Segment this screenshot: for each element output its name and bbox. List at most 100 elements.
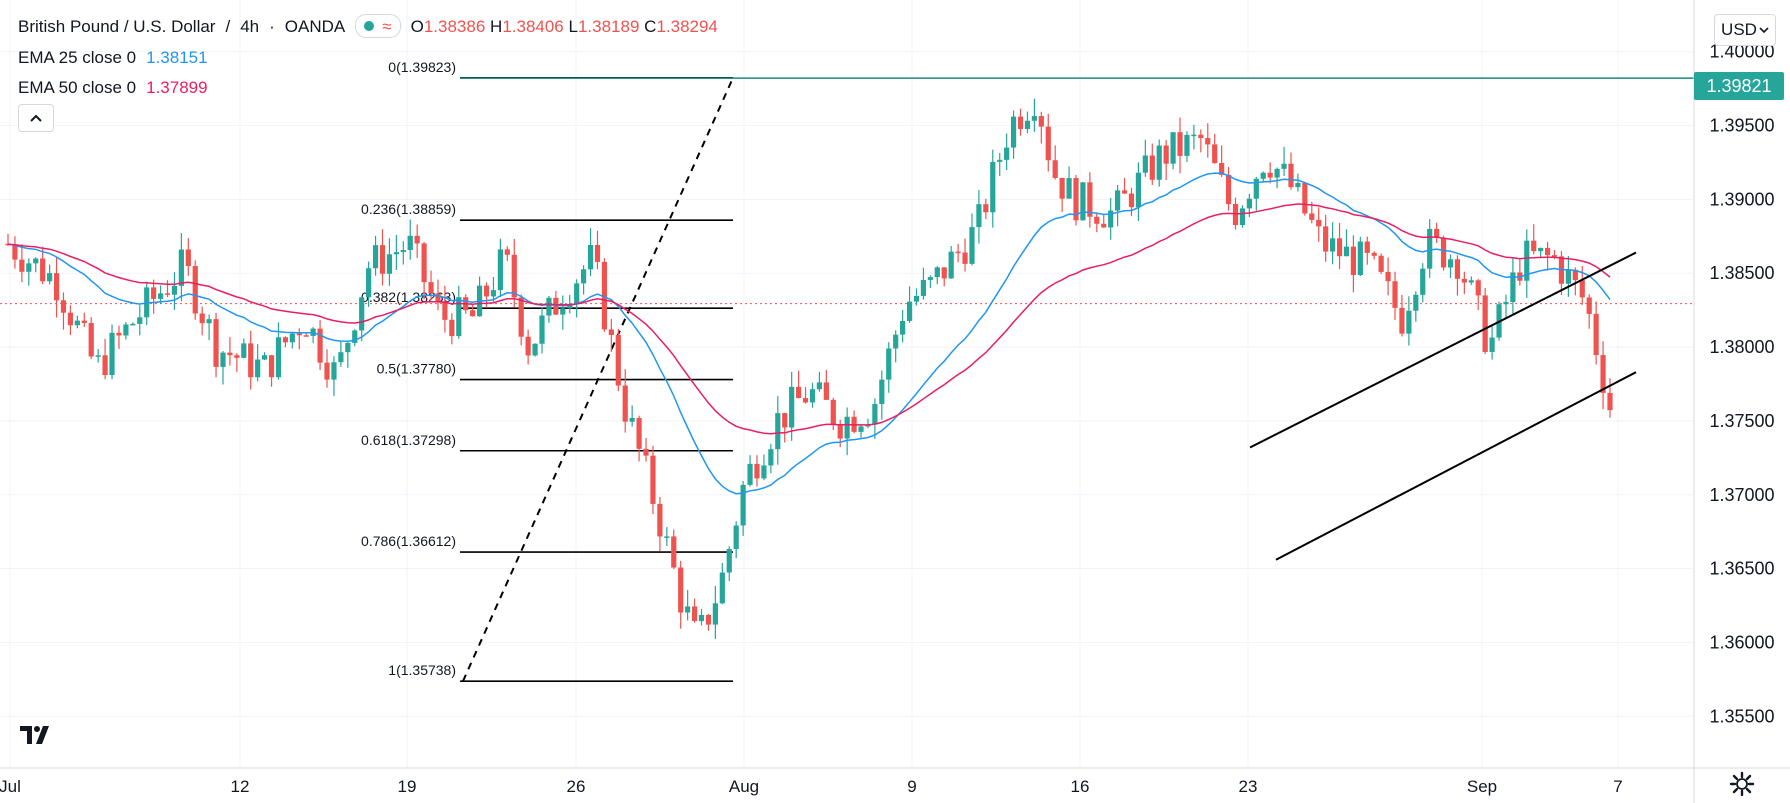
- candle-body: [948, 251, 954, 279]
- candle-body: [1607, 392, 1613, 411]
- candle-body: [1434, 228, 1440, 238]
- candle-body: [352, 330, 358, 343]
- candle-body: [941, 267, 947, 279]
- candle-body: [192, 265, 198, 314]
- candle-body: [927, 277, 933, 280]
- candle-body: [386, 254, 393, 274]
- candle-body: [657, 503, 663, 537]
- candle-body: [19, 259, 25, 272]
- candle-body: [331, 362, 337, 380]
- candle-body: [754, 463, 760, 479]
- candle-body: [456, 297, 462, 337]
- x-axis-tick-label: 26: [567, 777, 586, 796]
- y-axis-tick-label: 1.37000: [1709, 485, 1774, 505]
- candle-body: [1198, 134, 1204, 139]
- candle-body: [414, 235, 420, 244]
- candle-body: [976, 204, 982, 228]
- currency-label: USD: [1721, 20, 1757, 39]
- candle-body: [809, 389, 816, 403]
- candle-body: [844, 416, 850, 439]
- price-level-tag: 1.39821: [1694, 72, 1784, 100]
- candle-body: [1295, 183, 1301, 188]
- interval-label[interactable]: 4h: [240, 16, 260, 36]
- x-axis-tick-label: 23: [1239, 777, 1258, 796]
- candle-body: [726, 548, 732, 573]
- candle-body: [691, 606, 698, 622]
- fib-trend-line: [462, 77, 734, 682]
- settings-gear-icon[interactable]: [1729, 771, 1755, 797]
- candle-body: [1274, 168, 1280, 178]
- candle-body: [400, 250, 406, 253]
- indicator-ema50[interactable]: EMA 50 close 0 1.37899: [18, 78, 208, 97]
- candle-body: [1253, 178, 1259, 199]
- approx-wave-icon: ≈: [382, 16, 392, 36]
- ema-lines: [7, 172, 1611, 495]
- candle-body: [539, 315, 545, 344]
- candle-body: [490, 290, 497, 297]
- candle-body: [1468, 280, 1474, 283]
- candle-body: [123, 324, 129, 336]
- candle-body: [393, 252, 399, 255]
- candle-body: [1038, 116, 1044, 127]
- candle-body: [1489, 337, 1495, 352]
- market-status-pill[interactable]: ≈: [355, 14, 401, 38]
- candle-body: [622, 385, 628, 422]
- candle-body: [206, 319, 212, 324]
- candle-body: [442, 301, 448, 320]
- candle-body: [1427, 228, 1433, 269]
- x-axis-tick-label: 9: [907, 777, 916, 796]
- candle-body: [268, 355, 275, 378]
- candle-body: [234, 355, 240, 358]
- candle-body: [1281, 163, 1287, 169]
- candle-body: [1205, 138, 1211, 145]
- candle-body: [532, 343, 538, 356]
- trend-lines: [1249, 251, 1637, 561]
- candle-body: [525, 336, 531, 356]
- candle-body: [1087, 182, 1093, 217]
- candle-body: [88, 322, 94, 357]
- currency-selector[interactable]: USD: [1714, 14, 1776, 46]
- channel-upper-line: [1249, 251, 1637, 449]
- candle-body: [428, 282, 434, 294]
- candle-body: [33, 258, 39, 264]
- x-axis-tick-label: Jul: [0, 777, 21, 796]
- symbol-name[interactable]: British Pound / U.S. Dollar: [18, 16, 216, 36]
- y-axis-tick-label: 1.38000: [1709, 337, 1774, 357]
- candle-body: [1225, 174, 1232, 204]
- y-axis-tick-label: 1.37500: [1709, 411, 1774, 431]
- candle-body: [1399, 307, 1405, 334]
- candle-body: [1010, 116, 1017, 148]
- candle-body: [615, 335, 621, 386]
- candle-body: [1371, 252, 1377, 256]
- candle-body: [1406, 310, 1412, 334]
- candle-body: [1024, 120, 1031, 129]
- chart-legend: British Pound / U.S. Dollar / 4h · OANDA…: [18, 14, 718, 107]
- candle-body: [601, 261, 608, 330]
- x-axis-tick-label: 12: [231, 777, 250, 796]
- candle-body: [1156, 145, 1162, 180]
- candle-body: [1420, 268, 1426, 295]
- collapse-legend-button[interactable]: [18, 104, 54, 132]
- candle-body: [934, 267, 940, 278]
- candle-body: [802, 398, 809, 403]
- candle-body: [671, 536, 677, 568]
- ema-25-line: [7, 172, 1611, 495]
- candle-body: [157, 293, 164, 299]
- candle-body: [664, 536, 670, 538]
- indicator-ema25[interactable]: EMA 25 close 0 1.38151: [18, 48, 208, 67]
- candle-body: [1212, 144, 1218, 164]
- candle-body: [449, 319, 455, 337]
- candle-body: [837, 424, 843, 439]
- tradingview-logo-icon[interactable]: [18, 722, 56, 748]
- candle-body: [795, 386, 802, 399]
- candle-body: [1565, 269, 1571, 284]
- exchange-label: OANDA: [284, 16, 346, 36]
- candle-body: [60, 300, 67, 313]
- candle-body: [782, 413, 788, 428]
- candle-body: [1288, 163, 1294, 188]
- candle-body: [40, 258, 46, 282]
- candle-body: [587, 244, 594, 270]
- candle-body: [1544, 247, 1551, 256]
- candle-body: [1343, 246, 1350, 257]
